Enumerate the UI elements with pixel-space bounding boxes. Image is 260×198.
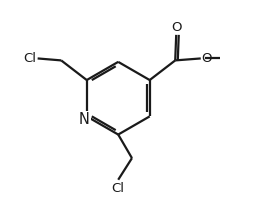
Text: O: O xyxy=(201,52,212,65)
Text: Cl: Cl xyxy=(112,182,125,195)
Text: O: O xyxy=(171,21,182,34)
Text: N: N xyxy=(79,112,90,127)
Text: Cl: Cl xyxy=(24,52,37,65)
